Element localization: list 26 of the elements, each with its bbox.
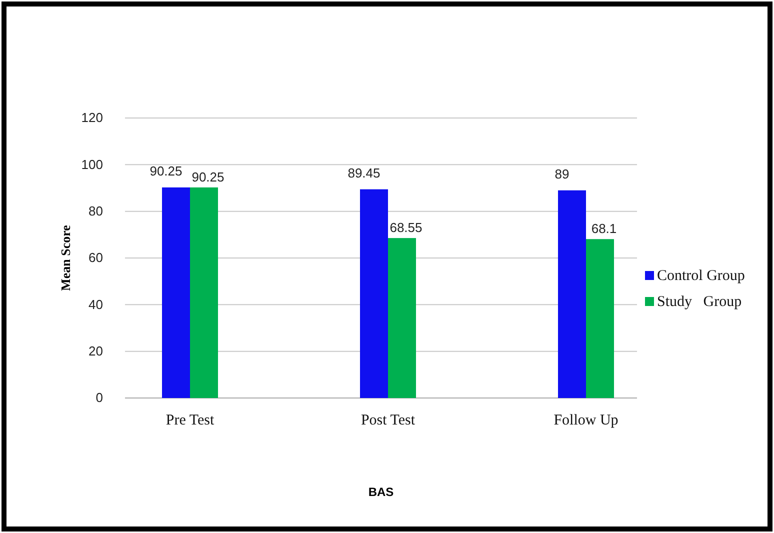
y-tick-label: 60 [88, 250, 103, 266]
y-axis-title: Mean Score [58, 224, 73, 291]
legend-label: Study Group [657, 294, 742, 310]
bar [190, 187, 218, 398]
data-label: 89 [554, 166, 570, 182]
bar [388, 238, 416, 398]
bar [162, 187, 190, 398]
bar [360, 189, 388, 398]
legend-label: Control Group [657, 268, 745, 284]
data-label: 89.45 [348, 165, 380, 180]
bar [558, 190, 586, 398]
y-tick-label: 40 [88, 296, 103, 312]
y-tick-label: 120 [81, 110, 103, 126]
x-tick-label: Pre Test [166, 412, 215, 429]
x-tick-label: Follow Up [554, 412, 618, 429]
data-label: 68.1 [591, 221, 617, 236]
y-tick-label: 0 [96, 390, 103, 406]
bar [586, 239, 614, 398]
x-tick-label: Post Test [360, 412, 416, 429]
x-axis-title: BAS [368, 485, 394, 499]
data-label: 90.25 [150, 163, 182, 178]
y-tick-label: 80 [88, 203, 103, 218]
data-label: 90.25 [192, 169, 224, 184]
y-tick-label: 20 [88, 343, 103, 358]
data-label: 68.55 [390, 220, 422, 236]
y-tick-label: 100 [81, 156, 103, 172]
